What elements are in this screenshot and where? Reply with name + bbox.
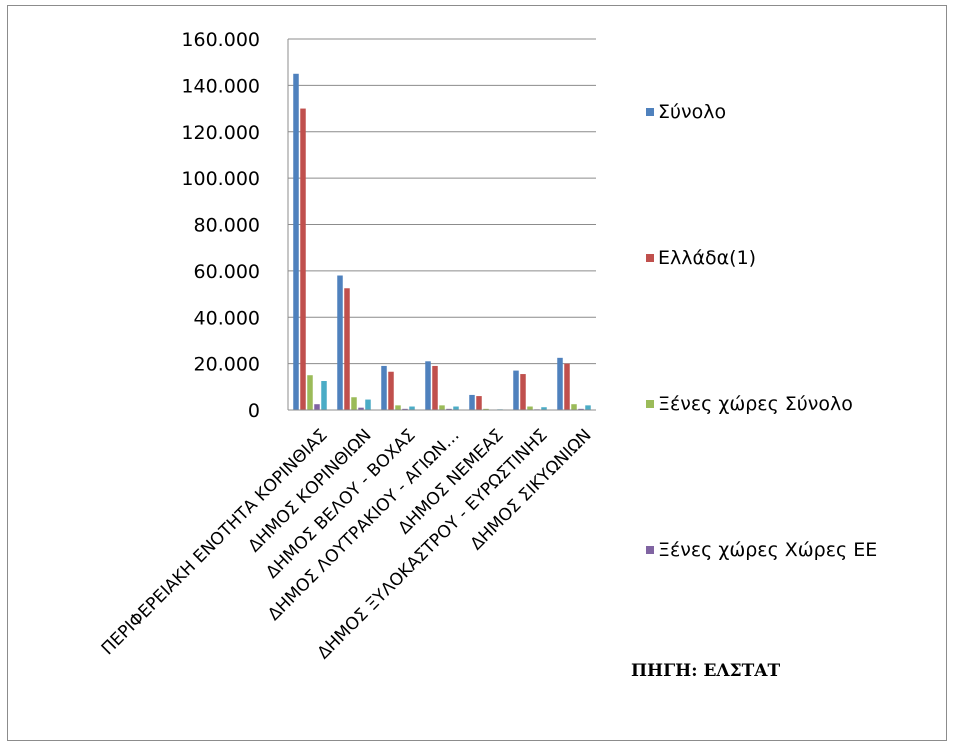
bar: [469, 394, 475, 410]
bar: [578, 408, 584, 410]
bar: [527, 406, 533, 410]
bar: [314, 404, 320, 410]
bar: [409, 406, 415, 410]
bar: [388, 371, 394, 410]
y-tick-label: 60.000: [194, 261, 260, 283]
legend-label: Ελλάδα(1): [658, 247, 756, 269]
bar: [557, 357, 563, 410]
legend-label: Ξένες χώρες Χώρες ΕΕ: [658, 539, 877, 561]
gridlines: [288, 38, 596, 365]
bar: [585, 405, 591, 410]
bar: [337, 275, 343, 410]
bar: [446, 408, 452, 410]
y-tick-label: 0: [248, 400, 260, 422]
bar: [432, 365, 438, 410]
bar: [344, 288, 350, 410]
axes: [287, 39, 596, 411]
bar: [307, 375, 313, 410]
legend-swatch: [646, 546, 654, 554]
y-tick-label: 100.000: [181, 168, 260, 190]
bar: [541, 407, 547, 410]
bar: [571, 404, 577, 410]
bar: [564, 363, 570, 410]
legend: Σύνολο Ελλάδα(1) Ξένες χώρες Σύνολο Ξένες χ…: [646, 101, 877, 561]
legend-label: Ξένες χώρες Σύνολο: [658, 393, 853, 415]
bars: [293, 73, 591, 411]
bar: [365, 399, 371, 410]
bar: [425, 361, 431, 410]
bar: [395, 405, 401, 410]
y-tick-label: 80.000: [194, 215, 260, 237]
y-tick-label: 120.000: [181, 122, 260, 144]
bar: [358, 407, 364, 410]
bar: [439, 405, 445, 410]
bar: [402, 408, 408, 410]
bar: [321, 381, 327, 410]
chart-frame: 0 20.000 40.000 60.000 80.000 100.000 120.000 1…: [7, 5, 947, 741]
y-axis-ticks: 0 20.000 40.000 60.000 80.000 100.000 120.000 1…: [181, 29, 260, 422]
bar: [483, 408, 489, 410]
source-note: ΠΗΓΗ: ΕΛΣΤΑΤ: [631, 661, 781, 681]
bar: [476, 396, 482, 410]
y-tick-label: 40.000: [194, 307, 260, 329]
bar: [300, 108, 306, 410]
y-tick-label: 160.000: [181, 29, 260, 51]
legend-swatch: [646, 108, 654, 116]
legend-label: Σύνολο: [658, 101, 726, 123]
legend-swatch: [646, 400, 654, 408]
y-tick-label: 20.000: [194, 354, 260, 376]
legend-swatch: [646, 254, 654, 262]
bar: [293, 73, 299, 410]
bar: [513, 370, 519, 410]
bar-chart: 0 20.000 40.000 60.000 80.000 100.000 120.000 1…: [98, 29, 877, 663]
y-tick-label: 140.000: [181, 75, 260, 97]
bar: [453, 406, 459, 410]
bar: [520, 374, 526, 410]
bar: [351, 397, 357, 410]
bar: [381, 365, 387, 410]
